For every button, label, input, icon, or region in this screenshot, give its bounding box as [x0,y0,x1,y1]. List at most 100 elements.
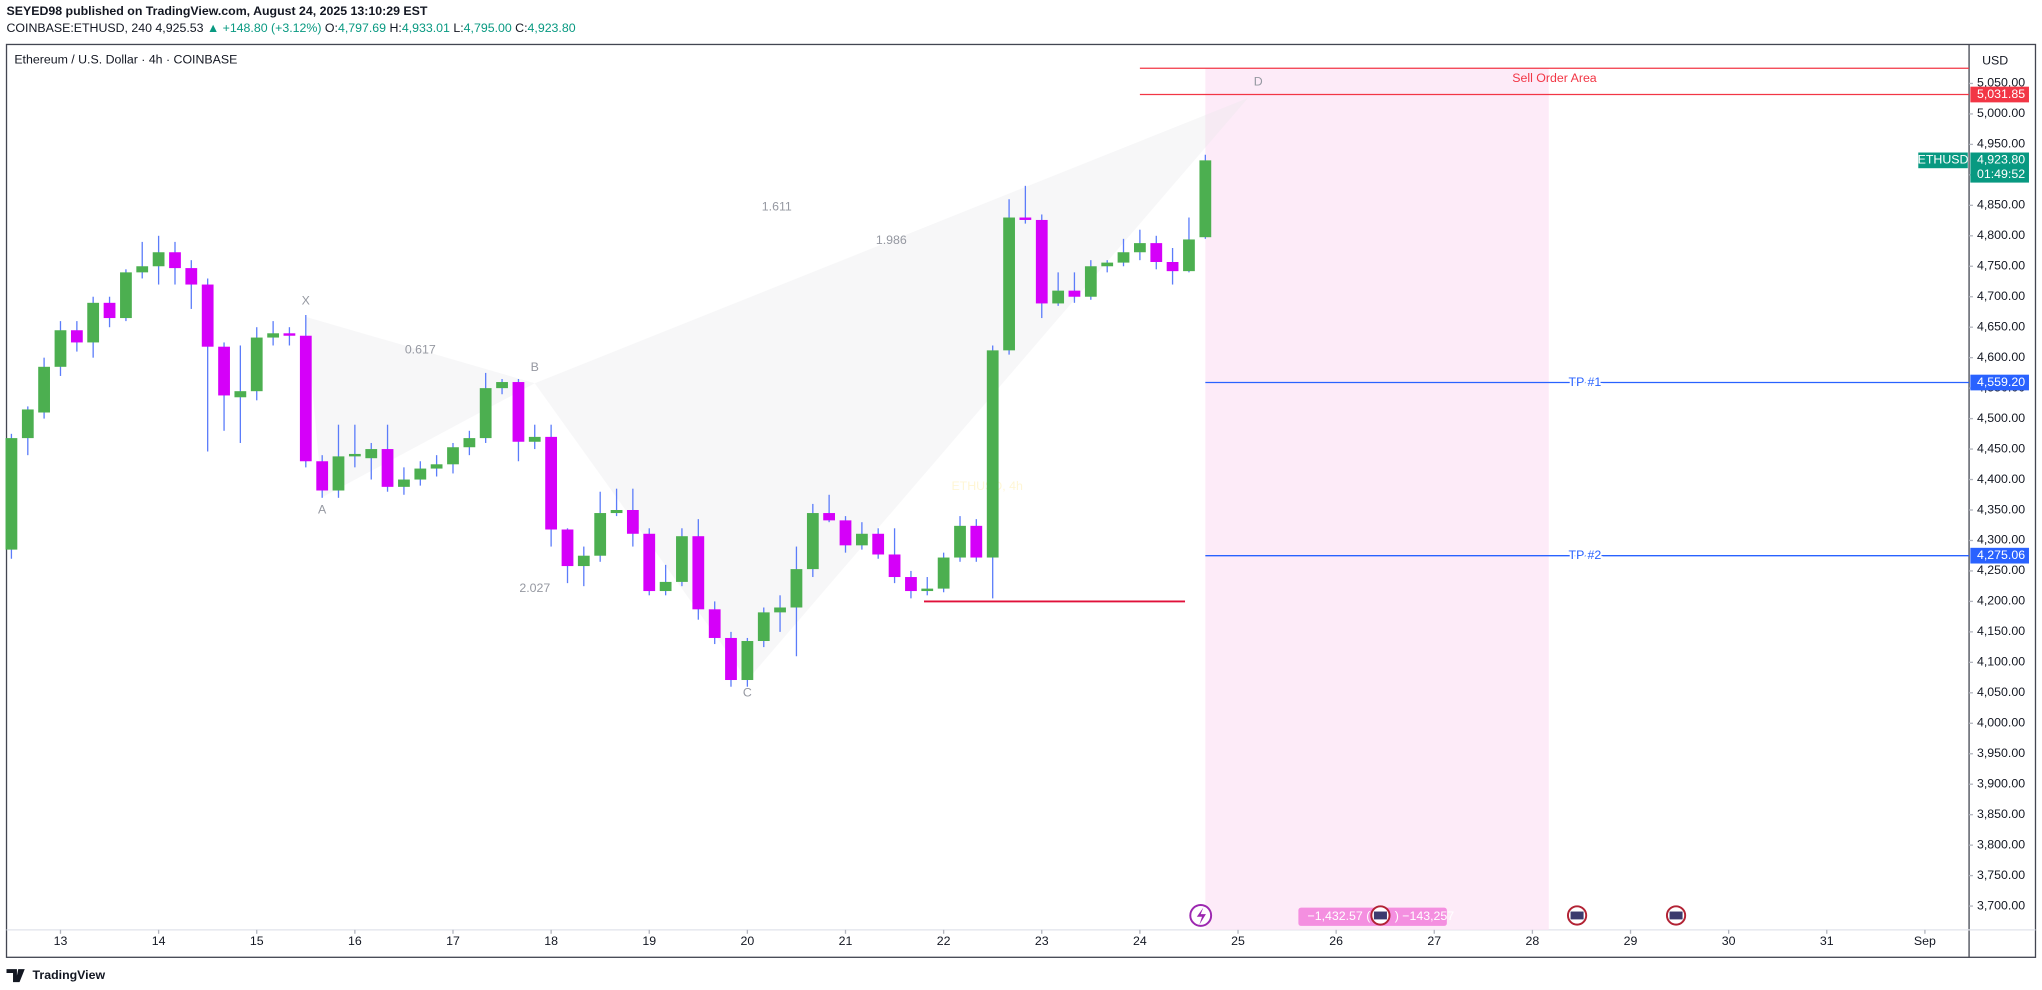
y-tick-label: 4,150.00 [1977,624,2025,638]
y-tick-label: 4,450.00 [1977,441,2025,455]
x-tick-label: 31 [1820,934,1834,948]
o: 4,797.69 [338,21,386,35]
pattern-point-label: A [318,503,327,517]
candle-body [774,607,786,613]
candle-body [970,525,983,558]
y-tick-label: 3,850.00 [1977,807,2025,821]
sell-area-label: Sell Order Area [1512,71,1597,85]
pattern-ratio: 2.027 [519,581,550,595]
price-tag [1970,374,2029,391]
x-tick-label: 16 [348,934,362,948]
l-label: L: [453,21,463,35]
candle-body [872,533,885,555]
y-tick-label: 4,650.00 [1977,319,2025,333]
y-tick-label: 4,050.00 [1977,685,2025,699]
candle-body [381,449,394,487]
x-tick-label: 19 [642,934,656,948]
candle-body [692,536,705,610]
pattern-point-label: X [302,293,310,307]
candle-body [1019,217,1032,220]
candle-body [267,333,280,338]
candle-body [1101,262,1114,267]
pattern-triangle [534,98,1248,681]
y-tick-label: 4,850.00 [1977,198,2025,212]
candle-body [103,302,116,319]
h-label: H: [389,21,401,35]
event-flag [1570,911,1584,920]
candle-body [676,536,688,582]
x-tick-label: 15 [250,934,264,948]
x-tick-label: 27 [1427,934,1441,948]
pattern-point-label: B [531,360,539,374]
candle-body [610,510,623,514]
candle-body [38,366,50,413]
candle-body [185,268,198,285]
price-tag-label: 4,275.06 [1977,548,2025,562]
y-tick-label: 5,000.00 [1977,106,2025,120]
change: ▲ +148.80 (+3.12%) [207,21,322,35]
y-tick-label: 3,950.00 [1977,746,2025,760]
pattern-point-label: D [1254,75,1263,89]
y-tick-label: 4,100.00 [1977,655,2025,669]
y-tick-label: 4,600.00 [1977,350,2025,364]
candle-body [234,391,247,398]
candle-body [1183,239,1195,272]
candle-body [888,554,901,578]
candle-body [741,641,754,681]
y-tick-label: 4,700.00 [1977,289,2025,303]
candle-body [1150,243,1163,263]
candle-body [70,330,83,343]
y-tick-label: 4,250.00 [1977,563,2025,577]
candle-body [169,252,181,269]
candle-body [218,346,230,396]
o-label: O: [325,21,338,35]
badge-right: ) −143,257 [1395,909,1455,923]
badge-left: −1,432.57 (−2 [1308,909,1385,923]
candle-body [5,438,18,550]
candle-body [496,382,508,389]
y-tick-label: 3,700.00 [1977,898,2025,912]
candle-body [708,609,721,638]
candle-body [250,337,263,392]
event-flag [1373,911,1387,920]
y-tick-label: 3,900.00 [1977,776,2025,790]
candle-body [921,588,934,592]
candle-body [757,612,770,642]
y-tick-label: 4,800.00 [1977,228,2025,242]
y-tick-label: 3,800.00 [1977,837,2025,851]
candle-body [348,453,361,457]
candle-body [659,581,672,592]
candle-body [398,479,410,487]
x-tick-label: 26 [1329,934,1343,948]
brand: TradingView [33,968,106,982]
candle-body [136,266,149,273]
candle-body [954,525,966,558]
candle-body [299,335,312,462]
candle-body [120,272,132,319]
candle-body [823,513,836,521]
chart-title: Ethereum / U.S. Dollar · 4h · COINBASE [14,52,237,66]
candle-body [1052,290,1065,304]
candle-body [512,382,525,442]
candle-body [87,302,100,343]
target-label: TP #1 [1569,375,1602,389]
l: 4,795.00 [464,21,512,35]
pattern-ratio: 0.617 [405,342,436,356]
y-tick-label: 4,300.00 [1977,533,2025,547]
candle-body [152,252,165,267]
y-tick-label: 4,000.00 [1977,716,2025,730]
candle-body [447,447,459,465]
x-tick-label: 17 [446,934,460,948]
c-label: C: [515,21,527,35]
x-tick-label: 28 [1526,934,1540,948]
pattern-ratio: 1.611 [762,200,792,214]
brand-logo [6,969,25,983]
candle-body [856,533,868,546]
x-tick-label: 18 [544,934,558,948]
currency: USD [1982,54,2008,68]
candle-body [430,464,443,469]
last: 4,925.53 [155,21,203,35]
